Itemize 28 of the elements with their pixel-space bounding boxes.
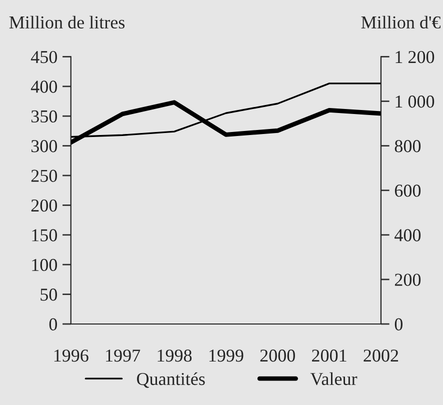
- y2-tick-label: 800: [394, 140, 421, 152]
- y2-axis-title: Million d'€: [361, 16, 441, 29]
- y2-tick-label: 200: [394, 274, 421, 286]
- y-tick-label: 450: [30, 50, 57, 64]
- x-tick-label: 1996: [54, 350, 88, 362]
- y-tick-label: 400: [30, 80, 57, 93]
- legend-label: Quantités: [137, 372, 205, 388]
- y-tick-label: 100: [32, 258, 57, 272]
- y2-tick-label: 1 000: [396, 96, 434, 108]
- y-tick-label: 50: [40, 288, 57, 301]
- y-tick-label: 200: [31, 199, 57, 212]
- y-tick-label: 150: [32, 229, 57, 242]
- y-tick-label: 350: [31, 110, 57, 123]
- y2-tick-label: 400: [394, 229, 421, 242]
- y-tick-label: 250: [31, 170, 57, 182]
- y2-tick-label: 600: [394, 184, 421, 197]
- x-tick-label: 1997: [106, 350, 140, 362]
- y2-tick-label: 0: [394, 318, 403, 330]
- x-tick-label: 1999: [209, 350, 244, 362]
- x-tick-label: 2000: [260, 350, 295, 362]
- y-axis-title: Million de litres: [9, 16, 125, 29]
- y-tick-label: 0: [49, 318, 57, 330]
- legend-label: Valeur: [310, 372, 358, 386]
- x-tick-label: 2002: [364, 350, 398, 362]
- x-tick-label: 2001: [312, 350, 346, 362]
- x-tick-label: 1998: [158, 350, 192, 362]
- y2-tick-label: 1 200: [396, 50, 434, 64]
- y-tick-label: 300: [31, 140, 57, 152]
